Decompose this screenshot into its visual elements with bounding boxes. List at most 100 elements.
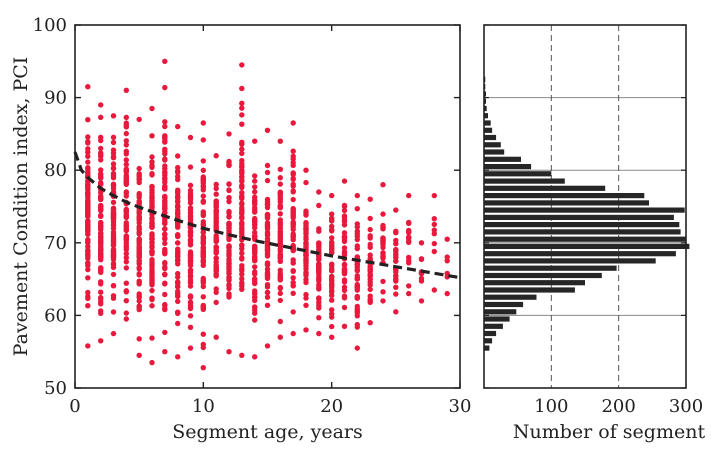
- scatter-point: [264, 169, 271, 176]
- scatter-point: [316, 189, 322, 195]
- scatter-point: [303, 276, 309, 283]
- scatter-point: [85, 134, 91, 140]
- scatter-point: [187, 345, 194, 351]
- scatter-point: [329, 314, 335, 320]
- scatter-point: [200, 229, 206, 235]
- scatter-point: [329, 273, 335, 280]
- scatter-point: [329, 217, 335, 223]
- scatter-point: [162, 58, 168, 64]
- scatter-point: [290, 268, 296, 274]
- scatter-point: [162, 163, 168, 169]
- scatter-point: [110, 199, 117, 205]
- scatter-point: [175, 293, 181, 299]
- scatter-point: [226, 195, 232, 201]
- scatter-point: [149, 164, 155, 171]
- scatter-point: [200, 239, 206, 246]
- scatter-point: [175, 248, 181, 255]
- scatter-point: [264, 127, 271, 133]
- scatter-point: [213, 215, 219, 221]
- scatter-point: [123, 234, 129, 240]
- scatter-point: [239, 225, 245, 232]
- scatter-plot-frame: [74, 24, 461, 389]
- histogram-bar: [484, 280, 585, 286]
- scatter-point: [290, 330, 296, 337]
- scatter-point: [187, 274, 194, 280]
- scatter-point: [98, 195, 104, 202]
- scatter-point: [239, 182, 245, 189]
- scatter-point: [239, 100, 245, 107]
- scatter-point: [175, 173, 181, 180]
- scatter-point: [98, 338, 104, 344]
- scatter-point: [162, 291, 168, 298]
- scatter-point: [239, 271, 245, 277]
- scatter-point: [252, 138, 258, 144]
- scatter-point: [277, 267, 283, 273]
- scatter-point: [316, 263, 322, 269]
- scatter-point: [303, 260, 309, 267]
- scatter-point: [264, 266, 271, 272]
- scatter-point: [85, 213, 91, 219]
- scatter-point: [136, 352, 142, 358]
- scatter-point: [367, 252, 373, 258]
- scatter-point: [341, 284, 348, 290]
- histogram-bar: [484, 98, 486, 104]
- scatter-point: [226, 162, 232, 169]
- scatter-point: [162, 250, 168, 256]
- scatter-point: [226, 282, 232, 288]
- scatter-point: [162, 235, 168, 241]
- histogram-bar: [484, 323, 503, 329]
- scatter-point: [354, 261, 360, 268]
- scatter-point: [200, 294, 206, 300]
- histogram-bar: [484, 251, 676, 257]
- scatter-point: [123, 122, 129, 128]
- scatter-point: [123, 151, 129, 157]
- scatter-point: [341, 202, 348, 209]
- scatter-point: [175, 153, 181, 159]
- scatter-point: [175, 320, 181, 327]
- scatter-point: [303, 227, 309, 233]
- scatter-point: [316, 202, 322, 209]
- scatter-point: [98, 212, 104, 219]
- scatter-point: [252, 317, 258, 323]
- scatter-point: [162, 272, 168, 278]
- scatter-point: [290, 188, 296, 194]
- scatter-point: [162, 260, 168, 267]
- scatter-point: [98, 289, 104, 295]
- scatter-point: [162, 195, 168, 201]
- scatter-point: [85, 250, 91, 257]
- scatter-point: [98, 206, 104, 212]
- scatter-point: [200, 331, 206, 337]
- scatter-point: [162, 119, 168, 125]
- scatter-point: [239, 242, 245, 249]
- scatter-point: [200, 219, 206, 225]
- scatter-point: [354, 303, 360, 310]
- scatter-point: [329, 334, 335, 340]
- scatter-point: [136, 254, 142, 261]
- scatter-point: [264, 231, 271, 237]
- scatter-point: [187, 313, 194, 319]
- histogram-bar: [484, 309, 517, 315]
- scatter-point: [393, 273, 399, 279]
- scatter-point: [239, 201, 245, 207]
- scatter-point: [354, 276, 360, 282]
- scatter-point: [98, 180, 104, 186]
- x-tick-label: 20: [320, 396, 343, 417]
- scatter-point: [290, 162, 296, 169]
- scatter-point: [303, 244, 309, 250]
- histogram-bar: [484, 178, 565, 184]
- histogram-bar: [484, 193, 645, 199]
- scatter-point: [329, 323, 335, 330]
- scatter-point: [239, 170, 245, 177]
- scatter-point: [252, 233, 258, 239]
- scatter-point: [85, 303, 91, 309]
- scatter-point: [85, 295, 91, 302]
- scatter-point: [98, 230, 104, 236]
- scatter-point: [239, 177, 245, 183]
- scatter-point: [85, 159, 91, 165]
- scatter-point: [226, 198, 232, 205]
- scatter-point: [393, 284, 399, 290]
- scatter-point: [85, 84, 91, 90]
- scatter-point: [393, 246, 399, 253]
- scatter-point: [110, 271, 117, 278]
- scatter-point: [98, 269, 104, 275]
